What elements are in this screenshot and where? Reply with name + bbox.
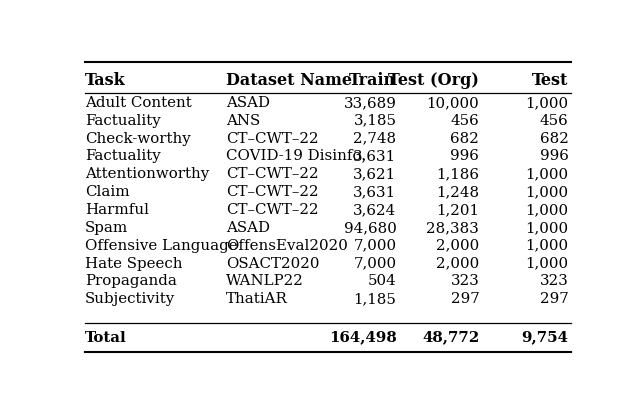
Text: 1,000: 1,000 (525, 167, 568, 181)
Text: Task: Task (85, 72, 125, 89)
Text: Dataset Name: Dataset Name (227, 72, 352, 89)
Text: Train: Train (349, 72, 396, 89)
Text: 33,689: 33,689 (344, 96, 396, 110)
Text: 3,631: 3,631 (353, 185, 396, 199)
Text: 28,383: 28,383 (426, 221, 479, 235)
Text: 164,498: 164,498 (329, 330, 396, 344)
Text: ASAD: ASAD (227, 221, 270, 235)
Text: WANLP22: WANLP22 (227, 274, 304, 288)
Text: Hate Speech: Hate Speech (85, 257, 182, 271)
Text: 3,624: 3,624 (353, 203, 396, 217)
Text: Factuality: Factuality (85, 114, 161, 128)
Text: 1,000: 1,000 (525, 257, 568, 271)
Text: CT–CWT–22: CT–CWT–22 (227, 203, 319, 217)
Text: 996: 996 (451, 150, 479, 164)
Text: 323: 323 (451, 274, 479, 288)
Text: Harmful: Harmful (85, 203, 149, 217)
Text: 1,201: 1,201 (436, 203, 479, 217)
Text: Propaganda: Propaganda (85, 274, 177, 288)
Text: Test (Org): Test (Org) (388, 72, 479, 89)
Text: 3,621: 3,621 (353, 167, 396, 181)
Text: 504: 504 (368, 274, 396, 288)
Text: ThatiAR: ThatiAR (227, 292, 288, 306)
Text: Spam: Spam (85, 221, 128, 235)
Text: ANS: ANS (227, 114, 260, 128)
Text: 682: 682 (451, 132, 479, 146)
Text: Check-worthy: Check-worthy (85, 132, 191, 146)
Text: 2,748: 2,748 (353, 132, 396, 146)
Text: 456: 456 (451, 114, 479, 128)
Text: CT–CWT–22: CT–CWT–22 (227, 185, 319, 199)
Text: 1,186: 1,186 (436, 167, 479, 181)
Text: 1,000: 1,000 (525, 221, 568, 235)
Text: 7,000: 7,000 (353, 239, 396, 253)
Text: ASAD: ASAD (227, 96, 270, 110)
Text: 1,000: 1,000 (525, 239, 568, 253)
Text: Attentionworthy: Attentionworthy (85, 167, 209, 181)
Text: Test: Test (532, 72, 568, 89)
Text: OSACT2020: OSACT2020 (227, 257, 320, 271)
Text: Total: Total (85, 330, 127, 344)
Text: 1,000: 1,000 (525, 185, 568, 199)
Text: 297: 297 (451, 292, 479, 306)
Text: 94,680: 94,680 (344, 221, 396, 235)
Text: 1,000: 1,000 (525, 203, 568, 217)
Text: Subjectivity: Subjectivity (85, 292, 175, 306)
Text: 456: 456 (540, 114, 568, 128)
Text: CT–CWT–22: CT–CWT–22 (227, 132, 319, 146)
Text: 9,754: 9,754 (522, 330, 568, 344)
Text: OffensEval2020: OffensEval2020 (227, 239, 348, 253)
Text: 3,185: 3,185 (353, 114, 396, 128)
Text: Factuality: Factuality (85, 150, 161, 164)
Text: 7,000: 7,000 (353, 257, 396, 271)
Text: CT–CWT–22: CT–CWT–22 (227, 167, 319, 181)
Text: Claim: Claim (85, 185, 129, 199)
Text: 297: 297 (540, 292, 568, 306)
Text: 1,000: 1,000 (525, 96, 568, 110)
Text: 996: 996 (540, 150, 568, 164)
Text: 1,248: 1,248 (436, 185, 479, 199)
Text: COVID-19 Disinfo.: COVID-19 Disinfo. (227, 150, 366, 164)
Text: 2,000: 2,000 (436, 239, 479, 253)
Text: 1,185: 1,185 (353, 292, 396, 306)
Text: 323: 323 (540, 274, 568, 288)
Text: 682: 682 (540, 132, 568, 146)
Text: 48,772: 48,772 (422, 330, 479, 344)
Text: 10,000: 10,000 (426, 96, 479, 110)
Text: 2,000: 2,000 (436, 257, 479, 271)
Text: Offensive Language: Offensive Language (85, 239, 237, 253)
Text: Adult Content: Adult Content (85, 96, 192, 110)
Text: 3,631: 3,631 (353, 150, 396, 164)
